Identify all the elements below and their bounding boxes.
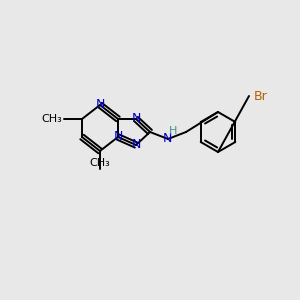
Text: CH₃: CH₃	[41, 114, 62, 124]
Text: N: N	[131, 139, 141, 152]
Text: Br: Br	[254, 89, 268, 103]
Text: N: N	[95, 98, 105, 112]
Text: N: N	[162, 133, 172, 146]
Text: N: N	[113, 130, 123, 143]
Text: N: N	[131, 112, 141, 125]
Text: CH₃: CH₃	[90, 158, 110, 168]
Text: H: H	[169, 126, 177, 136]
